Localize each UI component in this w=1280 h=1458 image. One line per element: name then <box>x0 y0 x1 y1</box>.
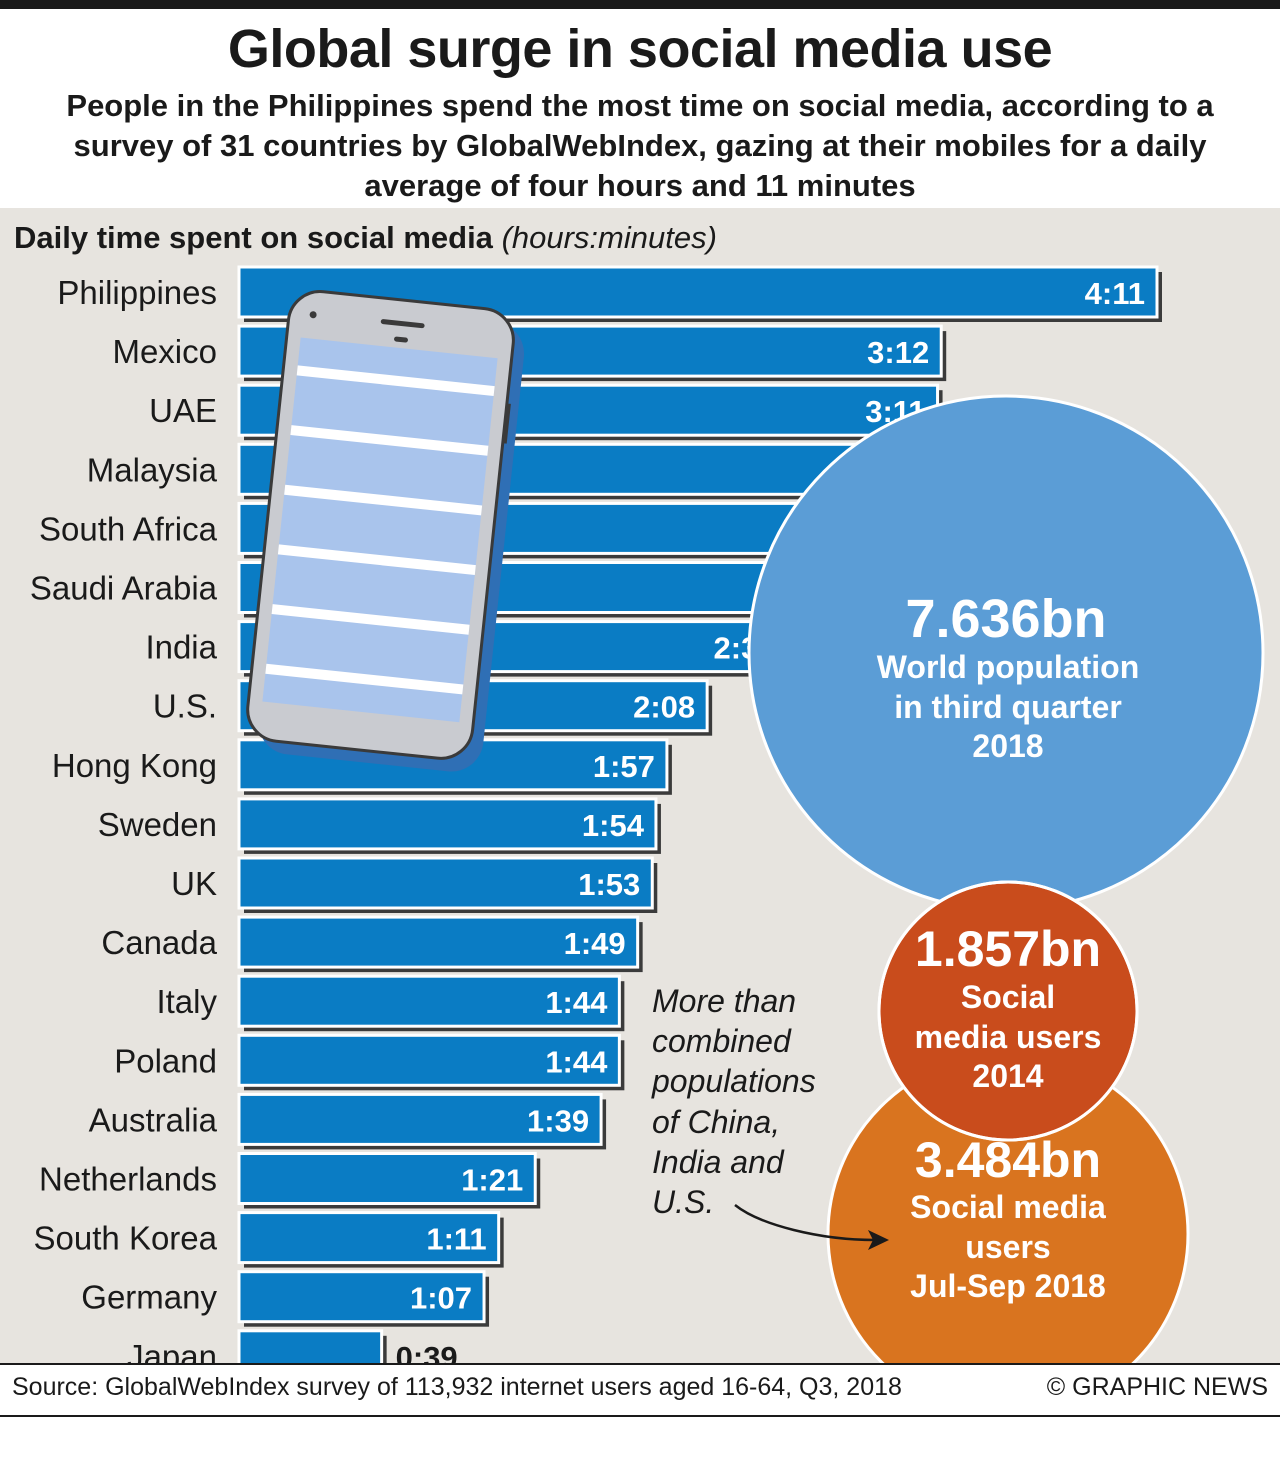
value-label: 1:57 <box>593 749 655 784</box>
value-label: 1:44 <box>545 1044 608 1079</box>
world-label-3: 2018 <box>972 728 1043 764</box>
annotation-line-6: U.S. <box>652 1184 714 1220</box>
annotation-line-2: combined <box>652 1023 792 1059</box>
chart-heading: Daily time spent on social media (hours:… <box>14 220 717 256</box>
value-label: 1:39 <box>527 1103 589 1138</box>
annotation-line-5: India and <box>652 1144 785 1180</box>
social-2014-outline <box>877 880 1139 1142</box>
footer-band <box>0 1363 1280 1417</box>
chart-unit: (hours:minutes) <box>501 220 717 255</box>
bar <box>237 1092 603 1146</box>
value-label: 1:11 <box>426 1222 486 1257</box>
category-label: Germany <box>81 1279 217 1316</box>
social-2014-label-3: 2014 <box>972 1058 1043 1094</box>
value-label: 4:11 <box>1085 276 1145 311</box>
bar <box>237 797 658 851</box>
social-2014-label-2: media users <box>915 1019 1102 1055</box>
phone-side-button <box>502 403 511 444</box>
category-label: Poland <box>114 1042 217 1079</box>
phone-screen <box>262 337 498 723</box>
category-label: UK <box>171 865 217 902</box>
social-2018-label-1: Social media <box>910 1189 1106 1225</box>
annotation-line-1: More than <box>652 983 796 1019</box>
category-label: Sweden <box>98 806 217 843</box>
phone-sensor <box>394 336 408 343</box>
category-label: Hong Kong <box>52 747 217 784</box>
annotation-arrow <box>734 1204 876 1242</box>
world-label-1: World population <box>877 649 1139 685</box>
value-label: 1:53 <box>578 867 640 902</box>
category-label: Australia <box>89 1101 218 1138</box>
value-label: 1:21 <box>461 1163 523 1198</box>
category-label: Netherlands <box>39 1161 217 1198</box>
value-label: 3:12 <box>867 335 929 370</box>
bar <box>237 1152 537 1205</box>
category-label: Malaysia <box>87 451 218 488</box>
category-label: Mexico <box>112 333 217 370</box>
category-label: Philippines <box>57 274 217 311</box>
category-label: India <box>145 629 217 666</box>
phone-screen-stripes <box>265 365 495 695</box>
annotation: More than combined populations of China,… <box>651 983 816 1220</box>
bar <box>237 974 621 1028</box>
social-2018-value: 3.484bn <box>915 1132 1101 1188</box>
category-label: Saudi Arabia <box>30 570 218 607</box>
category-label: South Africa <box>39 510 218 547</box>
social-2018-label-2: users <box>965 1229 1050 1265</box>
value-label: 1:44 <box>545 985 608 1020</box>
world-value: 7.636bn <box>905 589 1106 649</box>
category-label: Canada <box>101 924 217 961</box>
bar <box>237 915 640 969</box>
social-2018-label-3: Jul-Sep 2018 <box>910 1268 1106 1304</box>
bar <box>237 1211 501 1265</box>
page-subtitle: People in the Philippines spend the most… <box>66 88 1214 203</box>
category-label: South Korea <box>34 1220 218 1257</box>
chart-heading-text: Daily time spent on social media <box>14 220 493 255</box>
world-label-2: in third quarter <box>894 689 1122 725</box>
value-label: 1:49 <box>564 926 626 961</box>
phone-camera <box>309 311 317 319</box>
category-label: U.S. <box>153 688 217 725</box>
value-label: 1:54 <box>582 808 645 843</box>
value-label: 2:08 <box>633 690 695 725</box>
credit: © GRAPHIC NEWS <box>1046 1373 1268 1401</box>
bubble-texts: 7.636bn World population in third quarte… <box>877 589 1139 1304</box>
annotation-line-4: of China, <box>652 1104 780 1140</box>
category-label: Italy <box>156 983 217 1020</box>
social-2014-value: 1.857bn <box>915 921 1101 977</box>
social-2014-label-1: Social <box>961 979 1055 1015</box>
bar <box>237 1270 486 1324</box>
phone-speaker <box>380 319 425 329</box>
bar <box>237 856 654 910</box>
source-note: Source: GlobalWebIndex survey of 113,932… <box>12 1373 902 1401</box>
phone-illustration <box>246 290 525 772</box>
bar <box>237 1033 621 1087</box>
annotation-line-3: populations <box>651 1063 816 1099</box>
top-rule <box>0 0 1280 9</box>
annotation-arrowhead <box>868 1230 889 1250</box>
category-label: UAE <box>149 392 217 429</box>
value-label: 1:07 <box>410 1281 472 1316</box>
page-title: Global surge in social media use <box>227 19 1053 79</box>
